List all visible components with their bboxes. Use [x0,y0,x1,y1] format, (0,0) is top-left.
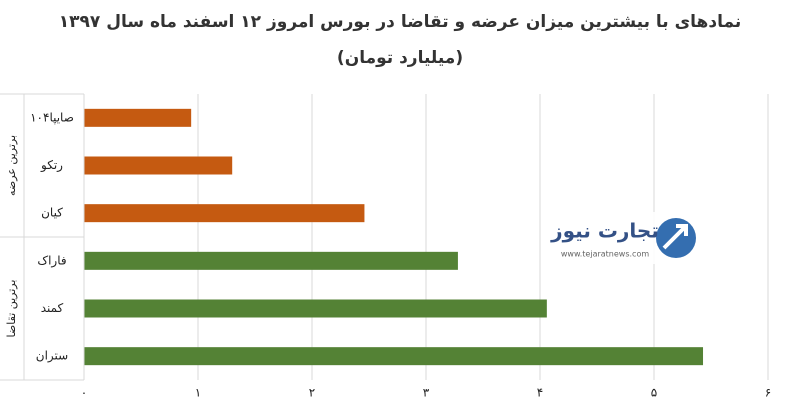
bar [84,299,547,318]
watermark-arrow [662,224,688,250]
bar [84,347,704,366]
watermark: تجارت نیوز www.tejaratnews.com [545,212,700,264]
x-tick-label: ۶ [765,386,771,400]
bar [84,156,233,175]
group-label: برترین تقاضا [5,280,18,338]
watermark-name: تجارت نیوز [550,219,659,243]
chart-title: نمادهای با بیشترین میزان عرضه و تقاضا در… [59,12,741,32]
y-tick-label: صایپا۱۰۴ [30,110,74,124]
x-tick-label: ۴ [537,386,543,400]
x-tick-label: ۵ [651,386,657,400]
x-tick-label: ۲ [309,386,315,400]
watermark-url: www.tejaratnews.com [561,250,649,259]
bar [84,204,365,223]
chart-subtitle: (میلیارد تومان) [337,48,463,68]
x-tick-label: ۰ [81,386,87,400]
group-label: برترین عرضه [5,135,18,196]
y-tick-label: کمند [41,301,64,315]
y-tick-label: رتکو [40,158,63,173]
bar [84,251,458,270]
y-tick-label: کیان [41,206,63,220]
x-tick-label: ۱ [195,386,201,400]
x-tick-label: ۳ [423,386,430,400]
y-tick-label: فاراک [37,253,66,268]
bar [84,108,192,127]
y-tick-label: ستران [36,349,68,364]
